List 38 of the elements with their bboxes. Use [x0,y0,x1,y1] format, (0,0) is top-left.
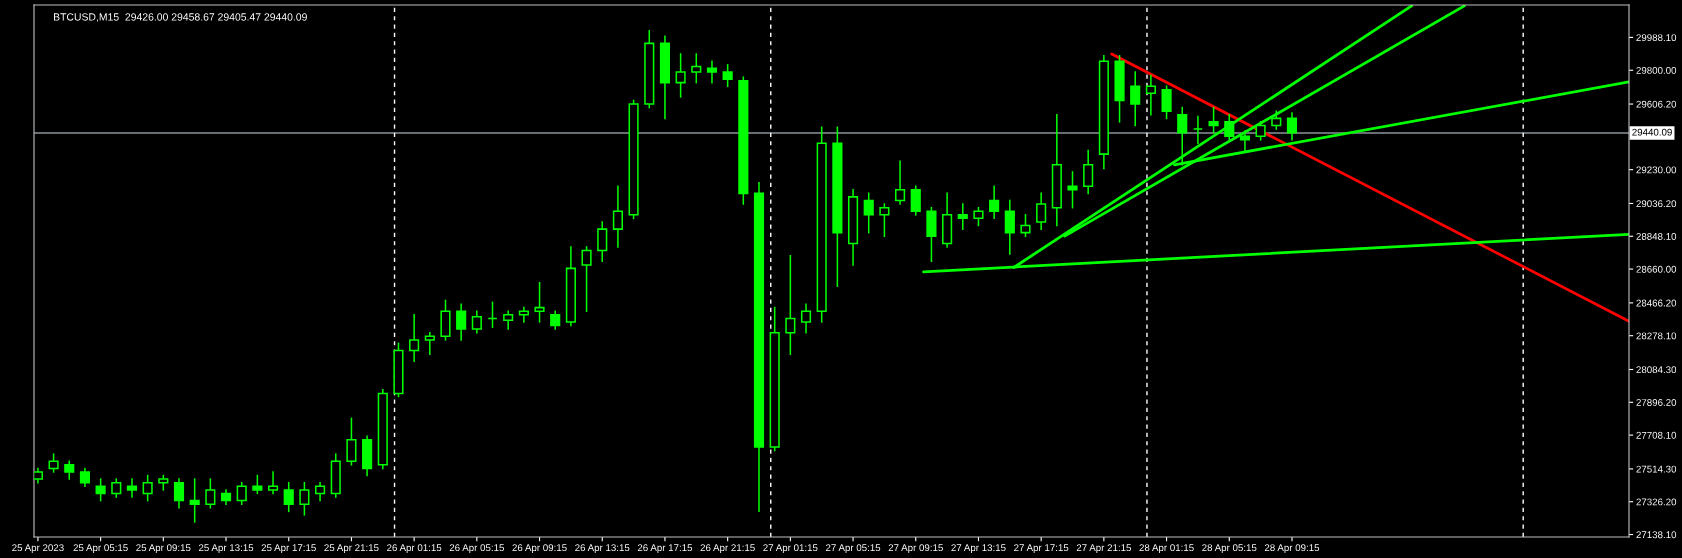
y-tick-label: 29800.00 [1636,66,1677,74]
y-tick-label: 28848.10 [1636,233,1677,240]
x-tick-label: 25 Apr 21:15 [324,544,379,554]
y-tick-label: 27896.20 [1636,399,1677,406]
y-tick-label: 29230.00 [1636,166,1677,174]
y-tick-label: 27138.10 [1636,531,1677,539]
y-tick-label: 27708.10 [1636,431,1677,439]
x-tick-label: 28 Apr 05:15 [1202,544,1257,554]
y-tick-label: 28084.30 [1636,366,1677,374]
x-tick-label: 26 Apr 05:15 [449,544,504,554]
y-tick-label: 29036.20 [1636,200,1677,208]
x-tick-label: 25 Apr 05:15 [73,544,128,554]
x-tick-label: 25 Apr 17:15 [261,544,316,554]
x-tick-label: 25 Apr 2023 [12,544,64,554]
x-tick-label: 27 Apr 21:15 [1076,544,1132,554]
x-tick-label: 27 Apr 05:15 [825,544,881,554]
x-tick-label: 26 Apr 01:15 [387,544,442,554]
y-tick-label: 29988.10 [1636,34,1677,42]
x-tick-label: 27 Apr 13:15 [951,544,1006,554]
y-tick-label: 28660.00 [1636,265,1677,273]
y-tick-label: 28466.20 [1636,299,1677,307]
y-tick-label: 27514.30 [1636,465,1677,473]
y-tick-label: 27326.20 [1636,498,1677,506]
x-tick-label: 27 Apr 01:15 [763,544,818,554]
x-tick-label: 25 Apr 09:15 [136,544,191,554]
x-tick-label: 27 Apr 17:15 [1014,544,1069,554]
x-tick-label: 26 Apr 13:15 [575,544,630,554]
x-tick-label: 26 Apr 21:15 [700,544,755,554]
x-tick-label: 26 Apr 17:15 [637,544,693,554]
y-tick-label: 28278.10 [1636,332,1677,340]
ref-line-label: 29440.09 [1632,128,1672,136]
x-tick-label: 25 Apr 13:15 [198,544,254,554]
x-tick-label: 27 Apr 09:15 [888,544,943,554]
x-tick-label: 28 Apr 09:15 [1264,544,1320,554]
x-tick-label: 26 Apr 09:15 [512,544,567,554]
x-tick-label: 28 Apr 01:15 [1139,544,1194,554]
y-tick-label: 29606.20 [1636,100,1677,108]
text: BTCUSD,M15 29426.00 29458.67 29405.47 29440.09 [53,13,307,22]
